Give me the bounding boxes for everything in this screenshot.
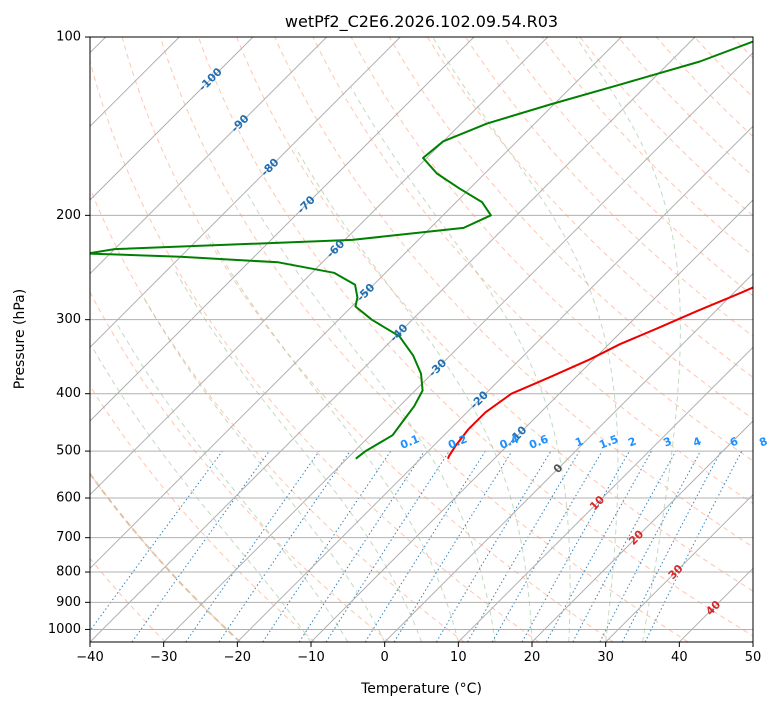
- mixing-ratio-line: [435, 450, 552, 642]
- moist-adiabat-line: [575, 37, 681, 642]
- isotherm-line: [457, 346, 753, 642]
- mixing-ratio-line: [467, 450, 580, 642]
- mixing-ratio-line: [364, 450, 486, 642]
- moist-adiabat-line: [173, 268, 422, 642]
- x-tick-label: −20: [224, 650, 251, 665]
- isotherm-line: [531, 420, 753, 642]
- dry-adiabat-line: [90, 472, 241, 642]
- isotherm-line: [384, 272, 753, 642]
- mixing-ratio-label: 3: [662, 435, 674, 450]
- isotherm-line: [90, 37, 696, 642]
- dry-adiabat-line: [121, 37, 614, 642]
- dry-adiabat-line: [159, 37, 689, 642]
- dry-adiabat-line: [350, 37, 753, 462]
- mixing-ratio-label: 1: [573, 435, 585, 450]
- background-lines: [90, 37, 753, 642]
- x-tick-label: 50: [745, 650, 762, 665]
- isotherm-line: [90, 37, 401, 349]
- moist-adiabat-line: [93, 349, 312, 642]
- y-tick-label: 600: [56, 491, 81, 506]
- moist-adiabat-line: [432, 37, 619, 642]
- moist-adiabat-line: [295, 147, 533, 642]
- x-tick-label: 40: [671, 650, 688, 665]
- x-axis-label: Temperature (°C): [360, 681, 482, 697]
- plot-frame: [89, 36, 754, 643]
- mixing-ratio-line: [90, 450, 223, 632]
- dry-adiabat-line: [198, 37, 753, 637]
- x-tick-label: 30: [597, 650, 614, 665]
- isotherm-line: [90, 37, 622, 570]
- dry-adiabat-line: [312, 37, 753, 505]
- dry-adiabat-line: [90, 291, 390, 642]
- mixing-ratio-line: [131, 450, 270, 642]
- isotherm-line: [90, 37, 549, 496]
- isotherm-line: [163, 51, 753, 642]
- isotherm-line: [605, 493, 753, 642]
- y-tick-label: 300: [56, 312, 81, 327]
- x-tick-label: 10: [450, 650, 467, 665]
- isotherm-line: [236, 125, 753, 642]
- axes: −40 −30 −20 −10 0 10 20 30 40 50 100 200 300 400 500 60…: [48, 30, 761, 666]
- isotherm-line: [310, 199, 753, 642]
- y-tick-label: 1000: [48, 622, 81, 637]
- y-tick-label: 400: [56, 386, 81, 401]
- dry-adiabat-line: [90, 186, 465, 642]
- mixing-ratio-line: [491, 450, 603, 642]
- isotherm-line: [90, 37, 475, 422]
- temperature-profile-line: [446, 286, 753, 460]
- mixing-ratio-line: [325, 450, 450, 642]
- mixing-ratio-line: [218, 450, 351, 642]
- mixing-ratio-line: [185, 450, 320, 642]
- mixing-ratio-label: 2: [626, 435, 638, 450]
- y-tick-label: 700: [56, 530, 81, 545]
- y-tick-label: 900: [56, 595, 81, 610]
- mixing-ratio-line: [521, 450, 630, 642]
- isotherm-line: [90, 37, 328, 275]
- profile-lines: [90, 40, 753, 460]
- moist-adiabat-line: [116, 324, 349, 642]
- y-tick-label: 200: [56, 208, 81, 223]
- dry-adiabat-line: [90, 384, 316, 642]
- x-tick-label: −10: [297, 650, 324, 665]
- moist-adiabat-line: [144, 298, 386, 642]
- x-tick-label: 0: [381, 650, 389, 665]
- mixing-ratio-label: 8: [757, 435, 769, 450]
- y-tick-label: 800: [56, 565, 81, 580]
- x-tick-label: −40: [76, 650, 103, 665]
- y-axis-label: Pressure (hPa): [12, 289, 28, 389]
- mixing-ratio-line: [572, 450, 677, 642]
- dry-adiabat-line: [236, 37, 753, 592]
- dewpoint-profile-line: [90, 40, 753, 460]
- moist-adiabat-line: [350, 87, 571, 642]
- dry-adiabat-line: [90, 59, 540, 642]
- mixing-ratio-line: [393, 450, 513, 642]
- isotherm-line: [90, 37, 254, 201]
- y-tick-label: 500: [56, 444, 81, 459]
- y-tick-label: 100: [56, 30, 81, 45]
- x-tick-label: 20: [524, 650, 541, 665]
- chart-title: wetPf2_C2E6.2026.102.09.54.R03: [285, 12, 558, 32]
- x-tick-label: −30: [150, 650, 177, 665]
